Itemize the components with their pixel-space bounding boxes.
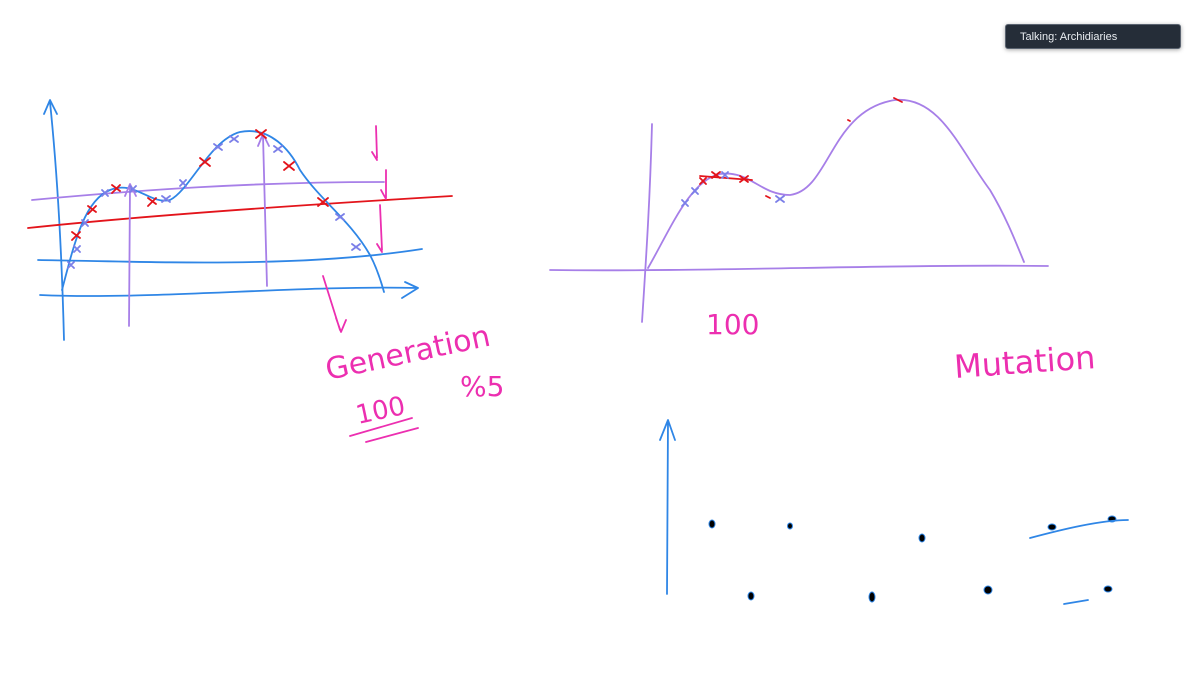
fitness-curve	[647, 99, 1025, 269]
y-axis	[43, 99, 65, 341]
fitness-curve	[61, 130, 385, 293]
scatter-sketch	[659, 419, 1129, 605]
y-axis	[659, 419, 676, 595]
purple-arrow-2	[257, 133, 270, 287]
blue-line	[37, 248, 423, 264]
y-axis	[641, 123, 653, 323]
underline	[349, 417, 419, 443]
pink-arrows	[322, 125, 387, 333]
right-sketch	[549, 97, 1049, 323]
red-line	[27, 195, 453, 229]
left-sketch	[27, 99, 453, 341]
x-axis	[39, 281, 419, 299]
left-value: 100	[706, 308, 759, 341]
percent-label: %5	[460, 370, 504, 403]
x-axis	[549, 264, 1049, 272]
purple-arrow	[124, 183, 137, 327]
talking-notification-text: Talking: Archidiaries	[1020, 31, 1118, 43]
purple-line	[31, 181, 385, 201]
generation-value: 100	[353, 391, 408, 431]
talking-notification: Talking: Archidiaries	[1005, 24, 1181, 49]
mutation-label: Mutation	[953, 338, 1097, 386]
